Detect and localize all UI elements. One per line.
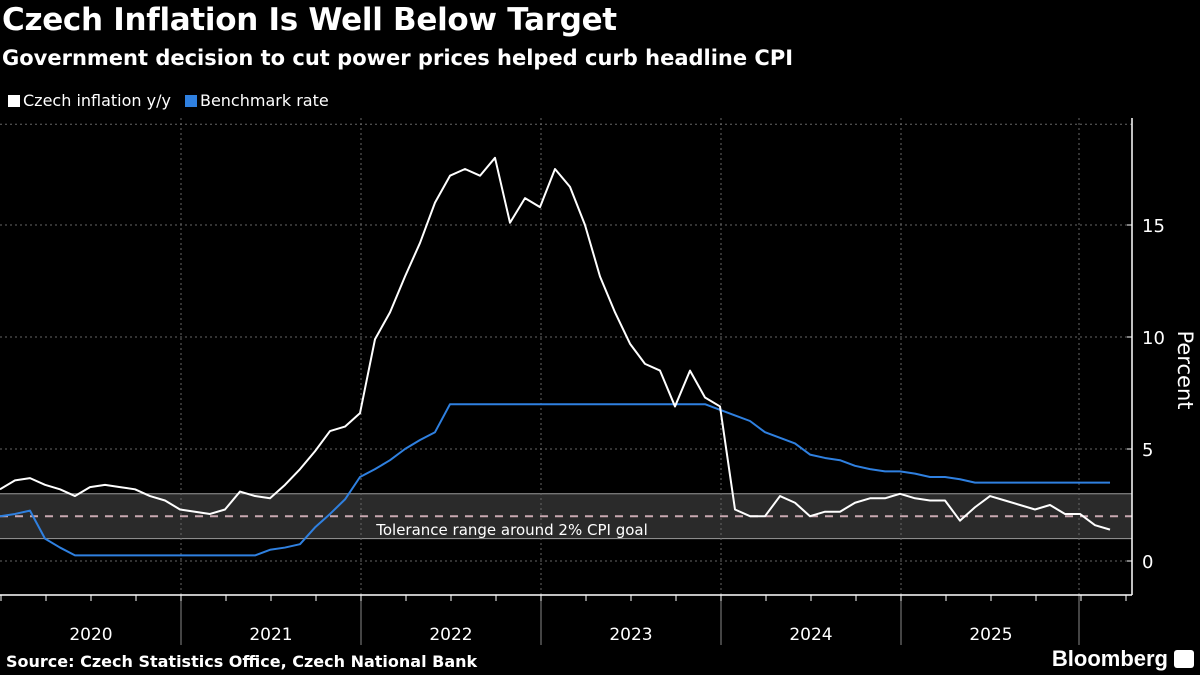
y-tick-label: 10 bbox=[1142, 328, 1165, 349]
chart-subtitle: Government decision to cut power prices … bbox=[2, 46, 794, 70]
source-note: Source: Czech Statistics Office, Czech N… bbox=[6, 652, 478, 671]
y-tick-label: 15 bbox=[1142, 216, 1165, 237]
tolerance-band-label: Tolerance range around 2% CPI goal bbox=[375, 521, 648, 539]
legend-swatch-benchmark bbox=[184, 94, 197, 107]
x-tick-label: 2024 bbox=[789, 625, 832, 645]
series-line bbox=[0, 156, 1111, 531]
bloomberg-logo: Bloomberg bbox=[1051, 646, 1168, 671]
legend-item-benchmark: Benchmark rate bbox=[184, 91, 329, 110]
x-tick-label: 2023 bbox=[609, 625, 652, 645]
legend-swatch-inflation bbox=[8, 94, 20, 107]
x-tick-label: 2025 bbox=[969, 625, 1012, 645]
bloomberg-chart-icon bbox=[1174, 650, 1194, 668]
series-benchmark-rate bbox=[0, 403, 1111, 557]
y-axis-label: Percent bbox=[1173, 330, 1197, 409]
legend-label-benchmark: Benchmark rate bbox=[199, 91, 329, 110]
y-tick-label: 5 bbox=[1142, 440, 1153, 461]
y-tick-label: 0 bbox=[1142, 552, 1153, 573]
legend-item-inflation: Czech inflation y/y bbox=[8, 91, 171, 110]
series-inflation bbox=[0, 156, 1111, 531]
legend-label-inflation: Czech inflation y/y bbox=[23, 91, 171, 110]
legend: Czech inflation y/y Benchmark rate bbox=[8, 91, 329, 110]
chart-title: Czech Inflation Is Well Below Target bbox=[2, 2, 617, 38]
x-tick-label: 2020 bbox=[69, 625, 112, 645]
x-tick-label: 2022 bbox=[429, 625, 472, 645]
x-tick-label: 2021 bbox=[249, 625, 292, 645]
